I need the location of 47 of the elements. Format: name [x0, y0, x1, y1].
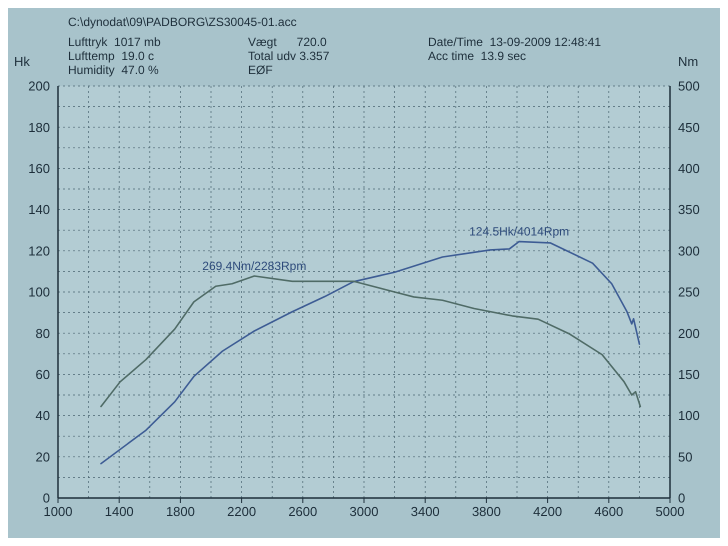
x-tick-label: 5000	[656, 504, 684, 519]
text: Lufttryk 1017 mb	[68, 35, 162, 49]
y2-tick-label: 150	[678, 366, 700, 382]
y2-tick-label: 50	[678, 449, 692, 464]
y2-tick-label: 200	[678, 326, 700, 341]
y-tick-label: 40	[36, 408, 50, 424]
y2-tick-label: 400	[678, 160, 700, 176]
y-tick-label: 120	[28, 243, 50, 258]
y-tick-label: 140	[28, 202, 50, 218]
text: EØF	[248, 63, 273, 77]
y2-axis-title: Nm	[678, 54, 698, 69]
y-tick-label: 200	[28, 78, 50, 94]
x-tick-label: 2600	[288, 504, 318, 519]
y2-tick-label: 100	[678, 408, 700, 424]
y-tick-label: 0	[42, 490, 50, 506]
x-tick-label: 3400	[410, 504, 440, 519]
x-tick-label: 3800	[472, 504, 501, 519]
y-tick-label: 60	[36, 366, 50, 382]
text: Total udv 3.357	[248, 49, 330, 63]
text: Lufttemp 19.0 c	[68, 49, 154, 63]
x-tick-label: 3000	[350, 504, 378, 519]
y-tick-label: 80	[36, 326, 50, 341]
text: Vægt 720.0	[248, 35, 328, 49]
annotation: 124.5Hk/4014Rpm	[469, 224, 570, 239]
y2-tick-label: 250	[678, 284, 700, 300]
y2-tick-label: 300	[678, 243, 700, 258]
x-tick-label: 1000	[44, 504, 72, 519]
y-tick-label: 20	[36, 449, 50, 464]
x-tick-label: 4600	[594, 504, 624, 519]
y-tick-label: 180	[28, 120, 50, 135]
y2-tick-label: 450	[678, 120, 700, 135]
text: Humidity 47.0 %	[68, 63, 160, 77]
x-tick-label: 2200	[227, 504, 256, 519]
text: Date/Time 13-09-2009 12:48:41	[428, 35, 602, 49]
annotation: 269.4Nm/2283Rpm	[202, 259, 306, 274]
x-tick-label: 4200	[533, 504, 562, 519]
y2-tick-label: 0	[678, 490, 686, 506]
y2-tick-label: 500	[678, 78, 700, 94]
x-tick-label: 1400	[104, 504, 134, 519]
y-tick-label: 100	[28, 284, 50, 300]
line-series	[100, 240, 640, 464]
text: C:\dynodat\09\PADBORG\ZS30045-01.acc	[68, 15, 297, 29]
y-axis-title: Hk	[14, 54, 30, 69]
text: Acc time 13.9 sec	[428, 49, 526, 63]
y2-tick-label: 350	[678, 202, 700, 218]
x-tick-label: 1800	[166, 504, 195, 519]
y-tick-label: 160	[28, 160, 50, 176]
